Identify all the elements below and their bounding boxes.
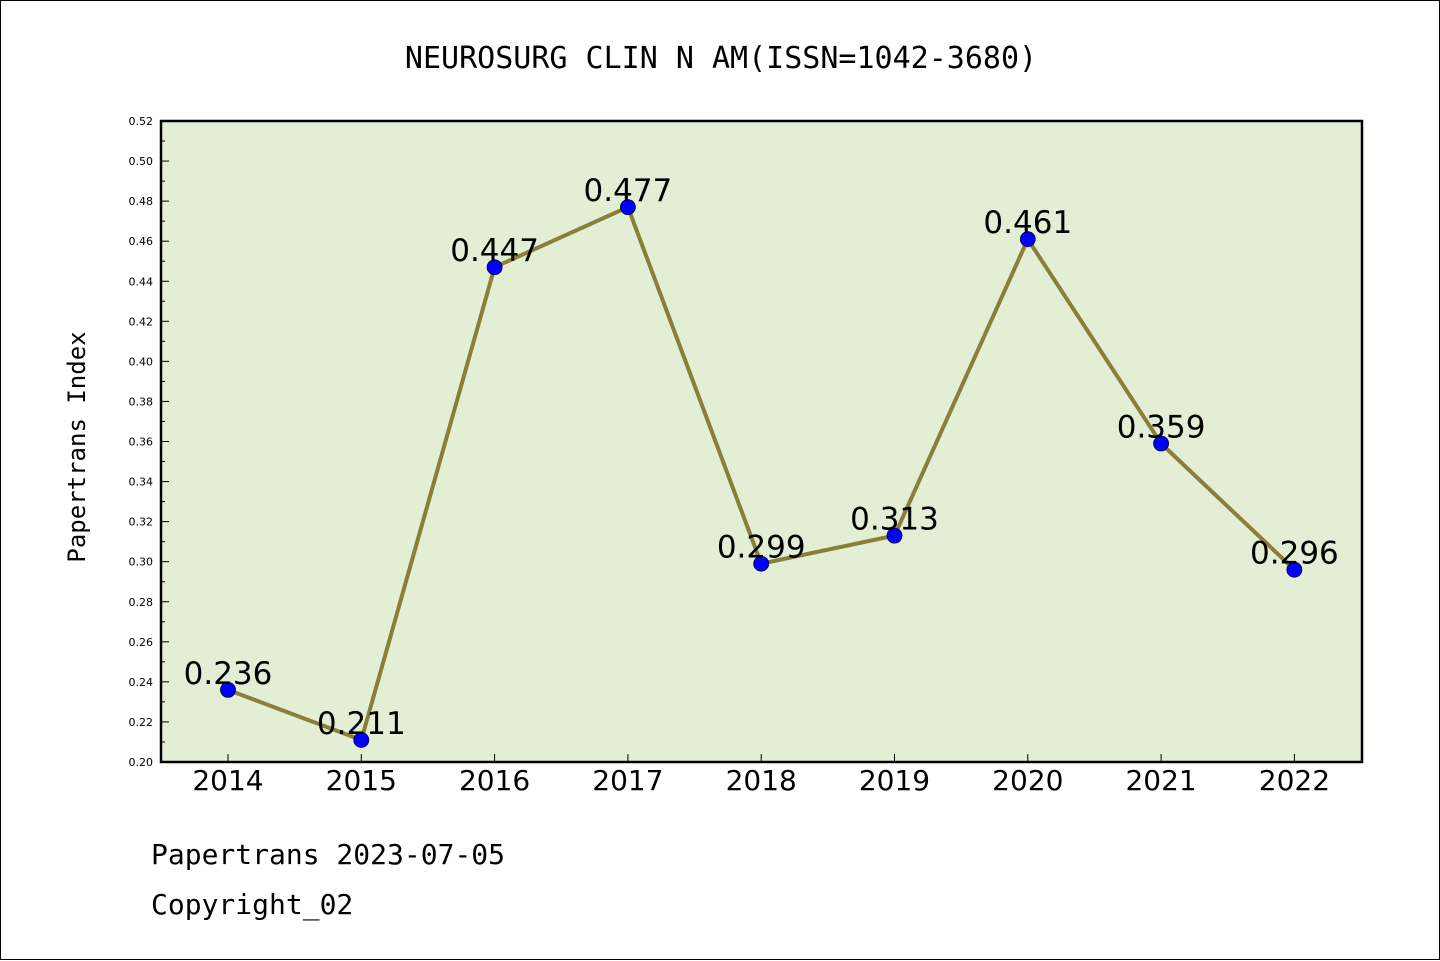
data-label: 0.236	[184, 656, 273, 692]
data-point	[220, 681, 236, 698]
data-label: 0.461	[983, 205, 1072, 241]
data-label: 0.211	[317, 706, 406, 742]
data-point	[620, 199, 636, 216]
data-label: 0.296	[1250, 536, 1339, 572]
y-tick-label: 0.30	[129, 556, 154, 569]
y-tick-label: 0.36	[129, 436, 154, 449]
y-tick-label: 0.22	[129, 716, 154, 729]
y-axis: 0.20 0.22 0.24 0.26 0.28 0.30 0.32 0.34 0.36 0.38…	[129, 115, 169, 769]
footer-date: Papertrans 2023-07-05	[151, 838, 505, 871]
data-point	[886, 527, 903, 544]
footer-copyright: Copyright_02	[151, 888, 353, 922]
x-tick-label: 2022	[1259, 764, 1330, 797]
data-point	[1286, 561, 1303, 578]
data-point	[753, 555, 770, 572]
data-label: 0.299	[717, 530, 806, 566]
y-tick-label: 0.26	[129, 636, 154, 649]
data-label: 0.313	[850, 502, 939, 538]
y-tick-label: 0.38	[129, 395, 154, 408]
x-tick-label: 2017	[592, 764, 663, 797]
y-tick-label: 0.50	[129, 155, 154, 168]
x-tick-label: 2015	[326, 764, 397, 797]
y-tick-label: 0.48	[129, 195, 154, 208]
x-tick-label: 2020	[992, 764, 1063, 797]
x-tick-label: 2021	[1125, 764, 1196, 797]
y-axis-label: Papertrans Index	[63, 331, 91, 562]
data-point	[353, 732, 370, 748]
x-axis: 2014 2015 2016 2017 2018 2019 2020 2021 2022	[192, 754, 1330, 797]
y-tick-label: 0.46	[129, 235, 154, 248]
y-tick-label: 0.24	[129, 676, 154, 689]
data-point	[486, 259, 503, 276]
x-tick-label: 2019	[859, 764, 930, 797]
y-tick-label: 0.32	[129, 516, 154, 529]
data-point	[1019, 231, 1036, 248]
y-tick-label: 0.52	[129, 115, 154, 128]
y-tick-label: 0.40	[129, 355, 154, 368]
data-labels: 0.236 0.211 0.447 0.477 0.299 0.313 0.461 0.359…	[184, 173, 1339, 742]
x-tick-label: 2016	[459, 764, 530, 797]
x-tick-label: 2014	[192, 764, 263, 797]
x-tick-label: 2018	[726, 764, 797, 797]
y-tick-label: 0.44	[129, 275, 154, 288]
y-tick-label: 0.34	[129, 476, 154, 489]
data-label: 0.359	[1117, 410, 1206, 446]
y-tick-label: 0.42	[129, 315, 154, 328]
plot-border	[159, 119, 1364, 764]
chart-title: NEUROSURG CLIN N AM(ISSN=1042-3680)	[405, 41, 1037, 76]
data-point	[1153, 435, 1169, 452]
data-label: 0.477	[584, 173, 673, 209]
series-layer	[220, 199, 1303, 748]
y-tick-label: 0.20	[129, 756, 154, 769]
data-label: 0.447	[450, 233, 539, 269]
y-tick-label: 0.28	[129, 596, 154, 609]
